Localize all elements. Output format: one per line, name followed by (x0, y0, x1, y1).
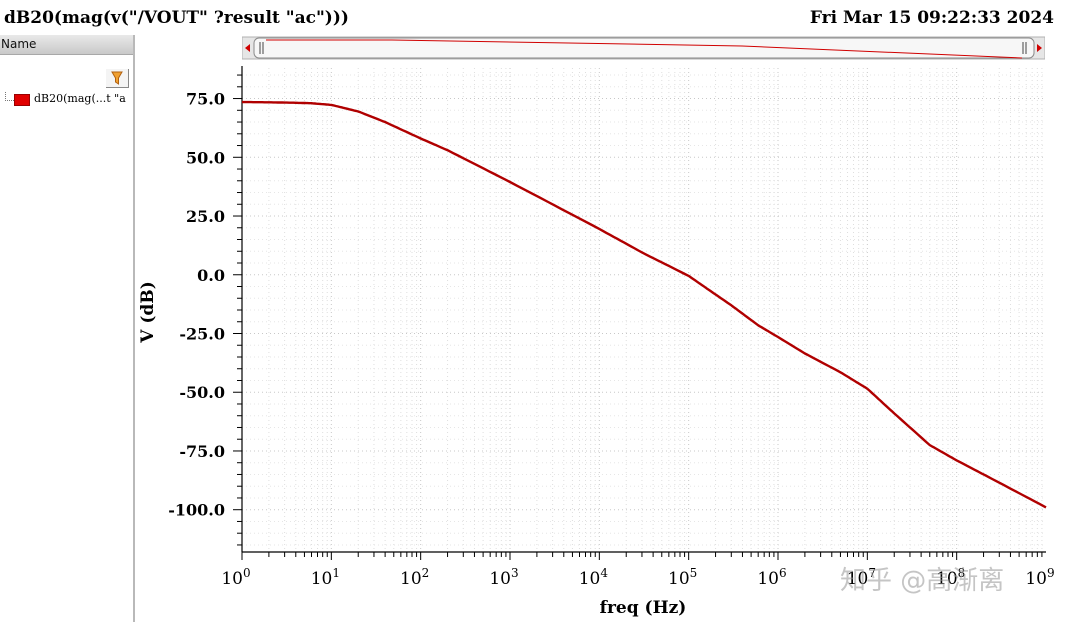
y-tick-label: 50.0 (186, 148, 225, 167)
y-tick-label: -50.0 (179, 383, 225, 402)
x-range-scrollbar[interactable] (242, 36, 1045, 60)
axes: 75.0 50.0 25.0 0.0 -25.0 -50.0 -75.0 -100.0 100 1… (168, 66, 1055, 589)
legend-item-label[interactable]: dB20(mag(...t "a (34, 92, 126, 105)
series-line[interactable] (242, 100, 1047, 509)
x-tick-label: 103 (489, 566, 518, 589)
name-column-header[interactable]: Name (0, 35, 133, 55)
timestamp: Fri Mar 15 09:22:33 2024 (809, 8, 1054, 28)
scroll-left-arrow-icon[interactable] (245, 44, 250, 52)
x-tick-label: 105 (668, 566, 697, 589)
scroll-thumb[interactable] (253, 37, 1035, 59)
x-tick-label: 102 (400, 566, 429, 589)
legend-color-swatch[interactable] (14, 94, 30, 106)
legend-panel: Name dB20(mag(...t "a (0, 35, 135, 622)
y-tick-label: 25.0 (186, 207, 225, 226)
series (242, 100, 1047, 509)
filter-button[interactable] (106, 69, 129, 88)
chart-title: dB20(mag(v("/VOUT" ?result "ac"))) (4, 8, 349, 28)
y-tick-label: 75.0 (186, 90, 225, 109)
x-tick-label: 104 (579, 566, 609, 589)
x-tick-label: 100 (221, 566, 250, 589)
filter-icon (111, 71, 123, 85)
y-tick-label: -25.0 (179, 324, 225, 343)
y-tick-label: -100.0 (168, 501, 225, 520)
x-tick-label: 106 (757, 566, 786, 589)
scroll-right-arrow-icon[interactable] (1037, 44, 1042, 52)
scroll-overview-trace (266, 39, 1023, 59)
y-tick-label: 0.0 (197, 266, 225, 285)
tree-connector (5, 92, 14, 101)
y-tick-label: -75.0 (179, 442, 225, 461)
x-tick-label: 109 (1025, 566, 1054, 589)
y-axis-label: V (dB) (138, 281, 158, 343)
grid (241, 68, 1046, 552)
x-tick-label: 101 (311, 566, 340, 589)
x-axis-label: freq (Hz) (600, 598, 687, 618)
watermark: 知乎 @高渐离 (840, 566, 1005, 596)
